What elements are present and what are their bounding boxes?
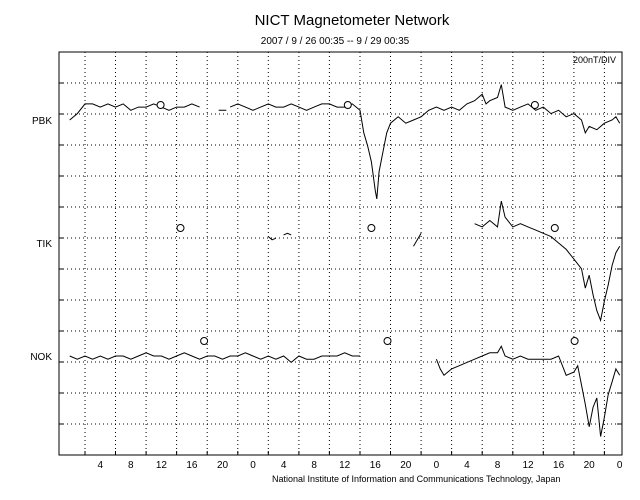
grid-layer bbox=[59, 52, 622, 455]
x-tick-label: 12 bbox=[339, 460, 351, 471]
x-tick-label: 20 bbox=[217, 460, 229, 471]
local-noon-marker bbox=[343, 101, 352, 109]
series-layer bbox=[69, 84, 621, 437]
x-tick-label: 0 bbox=[617, 460, 623, 471]
chart-subtitle: 2007 / 9 / 26 00:35 -- 9 / 29 00:35 bbox=[261, 36, 410, 47]
x-tick-label: 12 bbox=[522, 460, 534, 471]
plot-frame bbox=[58, 51, 623, 456]
local-noon-marker bbox=[156, 101, 165, 109]
trace-pbk bbox=[69, 84, 621, 199]
x-tick-label: 16 bbox=[553, 460, 565, 471]
x-tick-label: 8 bbox=[495, 460, 501, 471]
local-noon-marker bbox=[367, 224, 376, 232]
chart-title: NICT Magnetometer Network bbox=[255, 12, 450, 29]
x-tick-label: 8 bbox=[128, 460, 134, 471]
x-tick-label: 4 bbox=[98, 460, 104, 471]
x-tick-label: 20 bbox=[584, 460, 596, 471]
x-tick-label: 0 bbox=[250, 460, 256, 471]
markers-layer bbox=[156, 101, 579, 345]
local-noon-marker bbox=[383, 337, 392, 345]
local-noon-marker bbox=[176, 224, 185, 232]
x-tick-label: 16 bbox=[370, 460, 382, 471]
station-label-pbk: PBK bbox=[32, 116, 52, 127]
local-noon-marker bbox=[200, 337, 209, 345]
x-tick-label: 4 bbox=[281, 460, 287, 471]
ticks-layer bbox=[59, 82, 622, 455]
trace-nok bbox=[69, 345, 621, 437]
trace-tik bbox=[267, 200, 621, 323]
local-noon-marker bbox=[570, 337, 579, 345]
labels-layer: 4 8 12 16 20 0 4 8 12 16 20 0 4 8 12 16 20 0 PBK TIK NOK bbox=[30, 116, 623, 471]
x-tick-label: 8 bbox=[311, 460, 317, 471]
x-tick-label: 12 bbox=[156, 460, 168, 471]
station-label-tik: TIK bbox=[36, 239, 52, 250]
scale-label: 200nT/DIV bbox=[573, 55, 616, 65]
local-noon-marker bbox=[530, 101, 539, 109]
x-tick-label: 0 bbox=[434, 460, 440, 471]
x-tick-label: 16 bbox=[186, 460, 198, 471]
x-tick-label: 4 bbox=[464, 460, 470, 471]
footer-credit: National Institute of Information and Co… bbox=[272, 474, 560, 484]
local-noon-marker bbox=[550, 224, 559, 232]
station-label-nok: NOK bbox=[30, 352, 52, 363]
x-tick-label: 20 bbox=[400, 460, 412, 471]
